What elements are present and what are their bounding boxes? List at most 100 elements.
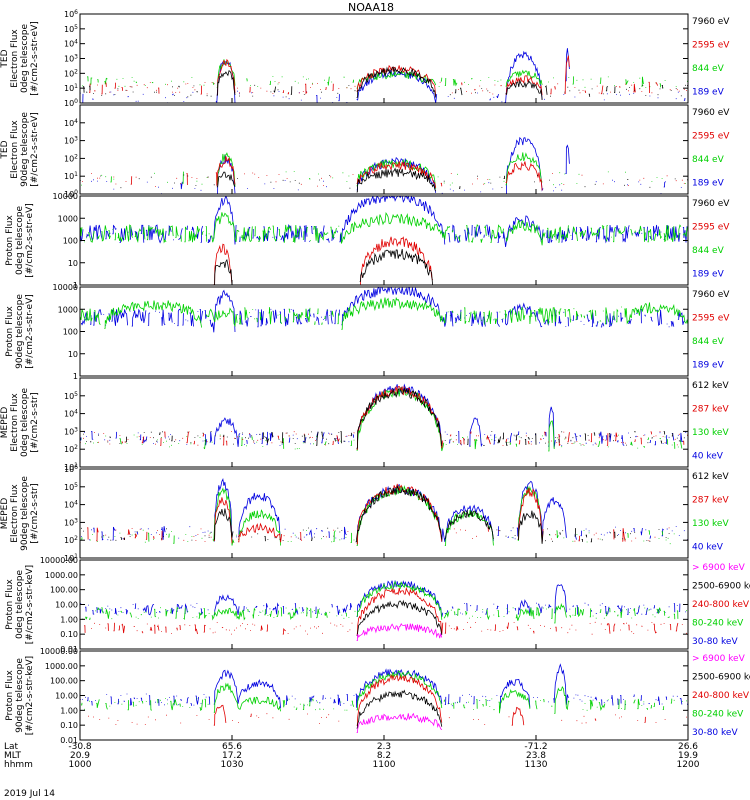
panel-3: 1 10 100 1000 10000 Proton Flux0deg telescope… [5, 192, 730, 290]
y-tick-label: 104 [64, 500, 78, 510]
legend-entry: 240-800 keV [692, 600, 750, 610]
y-tick-label: 10 [68, 259, 78, 268]
series-black-panel-7 [356, 599, 443, 636]
x-tick-label-hhmm: 1000 [69, 760, 92, 770]
y-tick-label: 106 [64, 9, 78, 19]
series-red-panel-5 [80, 386, 688, 450]
legend-entry: 2595 eV [692, 41, 730, 51]
x-tick-label-mlt: 17.2 [222, 751, 242, 761]
y-tick-label: 105 [64, 482, 78, 492]
legend-entry: 189 eV [692, 361, 725, 371]
series-blue-panel-6 [81, 478, 688, 543]
panel-2: 100 101 102 103 104 TEDElectron Flux90deg tel… [0, 104, 730, 199]
x-tick-label-mlt: 19.9 [678, 751, 698, 761]
legend-entry: 7960 eV [692, 290, 730, 300]
series-red-panel-7 [84, 586, 687, 635]
x-tick-label-lat: 2.3 [377, 742, 391, 752]
legend-entry: 30-80 keV [692, 728, 738, 738]
legend-entry: 844 eV [692, 246, 725, 256]
x-row-label-mlt: MLT [4, 751, 22, 761]
y-tick-label: 10000.00 [40, 647, 78, 656]
series-red-panel-2 [82, 156, 685, 191]
legend-entry: 40 keV [692, 543, 724, 553]
series-black-panel-1 [83, 66, 688, 101]
legend-entry: > 6900 keV [692, 654, 746, 664]
y-tick-label: 0.10 [60, 630, 78, 639]
legend-entry: 130 keV [692, 428, 729, 438]
panel-1-legend: 7960 eV 2595 eV 844 eV 189 eV [692, 17, 730, 98]
x-tick-label-lat: 65.6 [222, 742, 242, 752]
y-tick-label: 103 [64, 426, 78, 436]
y-tick-label: 100.00 [50, 586, 78, 595]
panel-7: 0.01 0.10 1.00 10.00 100.00 1000.00 10000.00 Pr… [5, 556, 750, 654]
x-tick-label-lat: -71.2 [524, 742, 547, 752]
y-tick-label: 10000.00 [40, 556, 78, 565]
series-black-panel-8 [356, 689, 443, 729]
y-tick-label: 101 [64, 553, 78, 563]
panel-1-traces [80, 48, 688, 103]
y-tick-label: 100 [64, 98, 78, 108]
series-red-panel-8 [88, 673, 687, 726]
panel-4: 1 10 100 1000 10000 Proton Flux90deg telescop… [5, 283, 730, 381]
panel-7-legend: > 6900 keV 2500-6900 keV 240-800 keV 80-240… [692, 563, 750, 647]
series-green-panel-2 [81, 152, 686, 189]
panel-5: 101 102 103 104 105 MEPEDElectron Flux0deg te… [0, 377, 729, 472]
series-green-panel-7 [82, 580, 688, 624]
series-red-panel-1 [89, 55, 688, 96]
x-tick-label-hhmm: 1100 [373, 760, 396, 770]
y-tick-label: 1000.00 [45, 571, 78, 580]
x-tick-label-mlt: 23.8 [526, 751, 546, 761]
legend-entry: > 6900 keV [692, 563, 746, 573]
y-tick-label: 104 [64, 118, 78, 128]
y-tick-label: 103 [64, 136, 78, 146]
legend-entry: 2595 eV [692, 314, 730, 324]
y-tick-label: 101 [64, 462, 78, 472]
series-blue-panel-2 [91, 136, 682, 194]
series-black-panel-2 [80, 167, 688, 193]
series-blue-panel-4 [81, 287, 688, 333]
legend-entry: 612 keV [692, 381, 729, 391]
y-tick-label: 10 [68, 350, 78, 359]
panel-8: 0.01 0.10 1.00 10.00 100.00 1000.00 10000.00 Pr… [5, 647, 750, 745]
y-tick-label: 102 [64, 444, 78, 454]
y-tick-label: 100 [63, 328, 78, 337]
x-row-label-hhmm: hhmm [4, 760, 33, 770]
y-tick-label: 1.00 [60, 706, 78, 715]
legend-entry: 130 keV [692, 519, 729, 529]
series-green-panel-4 [80, 296, 688, 330]
y-tick-label: 106 [64, 464, 78, 474]
panel-2-frame [79, 104, 689, 195]
y-tick-label: 10.00 [55, 601, 78, 610]
y-tick-label: 10000 [53, 192, 78, 201]
x-tick-label-hhmm: 1030 [221, 760, 244, 770]
series-blue-panel-7 [80, 580, 686, 617]
panel-3-legend: 7960 eV 2595 eV 844 eV 189 eV [692, 199, 730, 280]
panel-1-ylabel: TEDElectron Flux0deg telescope[#/cm2-s-s… [0, 21, 40, 96]
legend-entry: 2595 eV [692, 223, 730, 233]
legend-entry: 612 keV [692, 472, 729, 482]
panel-2-traces [80, 136, 688, 194]
panel-5-traces [80, 383, 688, 452]
y-tick-label: 104 [64, 409, 78, 419]
panel-6: 101 102 103 104 105 106 MEPEDElectron Flux90de… [0, 464, 729, 563]
legend-entry: 80-240 keV [692, 710, 744, 720]
y-tick-label: 100.00 [50, 677, 78, 686]
series-green-panel-3 [80, 211, 688, 246]
panel-5-legend: 612 keV 287 keV 130 keV 40 keV [692, 381, 729, 462]
x-tick-label-mlt: 8.2 [377, 751, 391, 761]
panel-7-traces [80, 580, 688, 641]
y-tick-label: 1 [73, 372, 78, 381]
legend-entry: 189 eV [692, 270, 725, 280]
panel-4-legend: 7960 eV 2595 eV 844 eV 189 eV [692, 290, 730, 371]
panel-4-ylabel: Proton Flux90deg telescope[#/cm2-s-str-e… [5, 294, 35, 369]
legend-entry: 2500-6900 keV [692, 673, 750, 683]
panel-7-frame [79, 559, 689, 650]
x-tick-label-hhmm: 1130 [525, 760, 548, 770]
legend-entry: 287 keV [692, 405, 729, 415]
y-tick-label: 1 [73, 281, 78, 290]
y-tick-label: 1.00 [60, 615, 78, 624]
legend-entry: 287 keV [692, 496, 729, 506]
series-magenta-panel-8 [356, 712, 443, 733]
